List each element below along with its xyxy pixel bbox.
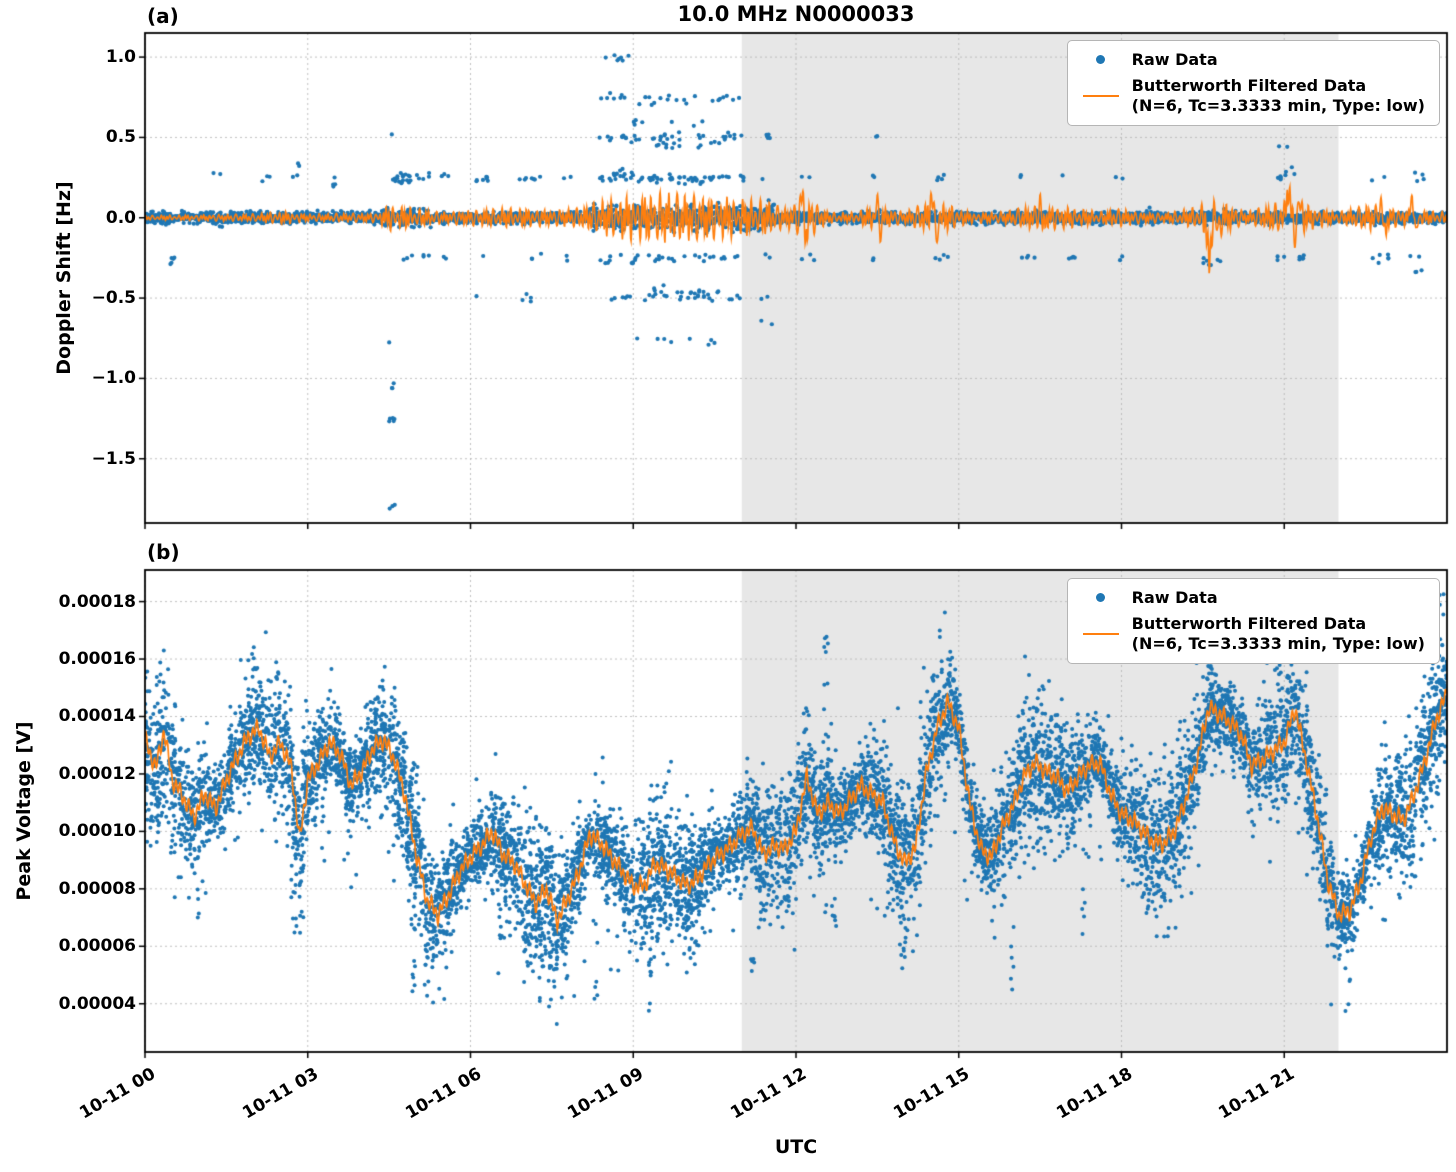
y-tick-label-a: −1.0 <box>91 368 136 389</box>
legend-item-raw: Raw Data <box>1080 588 1425 607</box>
filtered-line-marker-icon <box>1080 95 1122 97</box>
y-tick-label-b: 0.00006 <box>58 936 136 957</box>
y-tick-label-b: 0.00010 <box>58 821 136 842</box>
raw-data-marker-icon <box>1080 55 1122 64</box>
legend-raw-label: Raw Data <box>1131 588 1218 607</box>
y-axis-label-voltage: Peak Voltage [V] <box>13 721 35 901</box>
legend-filtered-params: (N=6, Tc=3.3333 min, Type: low) <box>1131 634 1425 653</box>
chart-title: 10.0 MHz N0000033 <box>677 2 915 26</box>
y-tick-label-a: −0.5 <box>91 288 136 309</box>
legend-filtered-params: (N=6, Tc=3.3333 min, Type: low) <box>1131 96 1425 115</box>
y-tick-label-b: 0.00016 <box>58 649 136 670</box>
filtered-line-marker-icon <box>1080 633 1122 635</box>
x-axis-label: UTC <box>774 1136 818 1158</box>
legend-item-filtered: Butterworth Filtered Data (N=6, Tc=3.333… <box>1080 614 1425 654</box>
y-tick-label-a: 1.0 <box>105 47 136 68</box>
legend-panel-b: Raw Data Butterworth Filtered Data (N=6,… <box>1066 578 1440 664</box>
legend-filtered-label: Butterworth Filtered Data <box>1131 614 1367 633</box>
y-tick-label-b: 0.00012 <box>58 763 136 784</box>
y-tick-label-b: 0.00004 <box>58 993 136 1014</box>
raw-data-marker-icon <box>1080 593 1122 602</box>
legend-panel-a: Raw Data Butterworth Filtered Data (N=6,… <box>1066 40 1440 126</box>
legend-filtered-label: Butterworth Filtered Data <box>1131 76 1367 95</box>
panel-a-tag: (a) <box>147 4 179 28</box>
y-tick-label-a: 0.5 <box>105 127 136 148</box>
y-tick-label-a: −1.5 <box>91 448 136 469</box>
legend-item-filtered: Butterworth Filtered Data (N=6, Tc=3.333… <box>1080 76 1425 116</box>
legend-item-raw: Raw Data <box>1080 50 1425 69</box>
legend-raw-label: Raw Data <box>1131 50 1218 69</box>
panel-b-tag: (b) <box>147 540 180 564</box>
y-tick-label-b: 0.00018 <box>58 591 136 612</box>
y-tick-label-b: 0.00008 <box>58 878 136 899</box>
y-tick-label-b: 0.00014 <box>58 706 136 727</box>
y-tick-label-a: 0.0 <box>105 207 136 228</box>
y-axis-label-doppler: Doppler Shift [Hz] <box>53 181 75 375</box>
